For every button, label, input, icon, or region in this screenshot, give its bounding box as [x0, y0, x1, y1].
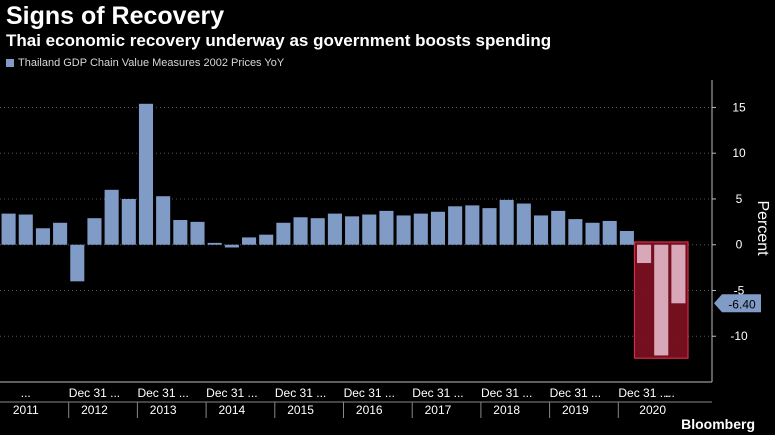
y-tick-label: 15 [732, 100, 746, 114]
y-axis-label: Percent [754, 200, 771, 256]
bar [585, 222, 600, 245]
x-tick-label: Dec 31 ... [69, 386, 120, 400]
x-tick-label: ... [21, 386, 31, 400]
y-tick-label: 0 [736, 238, 743, 252]
bar [293, 217, 308, 245]
year-label: 2014 [219, 403, 246, 417]
x-tick-label: Dec 31 ... [550, 386, 601, 400]
x-tick-label: Dec 31 ... [481, 386, 532, 400]
bar [482, 208, 497, 245]
bar [362, 214, 377, 245]
chart-subtitle: Thai economic recovery underway as gover… [6, 31, 552, 50]
bar [18, 214, 33, 245]
bar [259, 234, 274, 245]
bar [448, 206, 463, 245]
year-label: 2015 [287, 403, 314, 417]
bar [379, 210, 394, 245]
year-label: 2019 [562, 403, 589, 417]
bar [224, 244, 239, 248]
bar [104, 189, 119, 245]
bar [327, 213, 342, 245]
bar [35, 228, 50, 245]
bar [121, 198, 136, 245]
bar [70, 244, 85, 282]
legend-swatch [6, 59, 14, 67]
bar [276, 222, 291, 245]
year-label: 2017 [425, 403, 452, 417]
bar [516, 203, 531, 245]
bar [654, 244, 669, 356]
bar [551, 210, 566, 245]
year-label: 2012 [81, 403, 108, 417]
year-label: 2020 [639, 403, 666, 417]
bar [396, 215, 411, 245]
bar [190, 221, 205, 245]
bar [533, 215, 549, 245]
bar [173, 220, 188, 245]
bar [241, 237, 257, 245]
y-tick-label: 10 [732, 146, 746, 160]
x-tick-label: Dec 31 ... [137, 386, 188, 400]
bar [87, 218, 102, 245]
x-tick-label: Dec 31 ... [344, 386, 395, 400]
x-tick-label: Dec 31 ... [412, 386, 463, 400]
bar [1, 213, 16, 245]
bar [345, 216, 360, 245]
bar [156, 196, 171, 245]
bar [671, 244, 686, 304]
year-label: 2016 [356, 403, 383, 417]
bar [53, 222, 68, 245]
x-tick-label: Dec 31 ... [618, 386, 669, 400]
year-label: 2011 [13, 403, 39, 417]
bar [568, 219, 583, 245]
year-label: 2018 [493, 403, 520, 417]
chart-title: Signs of Recovery [6, 2, 225, 30]
bar [602, 220, 617, 245]
legend: Thailand GDP Chain Value Measures 2002 P… [6, 57, 284, 69]
x-tick-label: ... [665, 386, 675, 400]
bar [637, 244, 652, 264]
y-tick-label: -5 [734, 283, 745, 297]
bloomberg-logo: Bloomberg [681, 416, 755, 432]
y-tick-label: 5 [736, 192, 743, 206]
bar [430, 211, 446, 245]
bar [207, 242, 222, 245]
bar [499, 199, 514, 245]
bar [465, 205, 480, 245]
legend-label: Thailand GDP Chain Value Measures 2002 P… [18, 57, 285, 69]
last-value-label: -6.40 [728, 297, 756, 311]
x-tick-label: Dec 31 ... [275, 386, 326, 400]
bar [138, 103, 154, 245]
bar [619, 231, 634, 245]
last-value-callout [714, 294, 761, 313]
bar [413, 213, 428, 245]
bar [310, 218, 325, 245]
x-tick-label: Dec 31 ... [206, 386, 257, 400]
year-label: 2013 [150, 403, 177, 417]
y-tick-label: -10 [730, 329, 748, 343]
